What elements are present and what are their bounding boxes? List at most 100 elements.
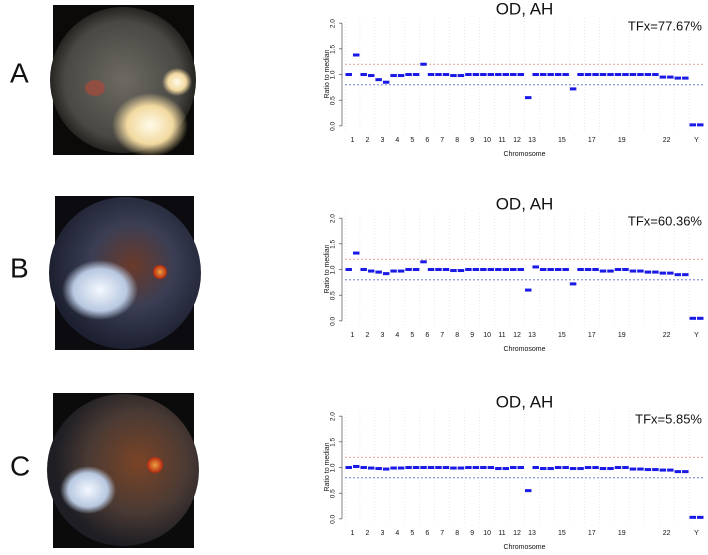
segment [435, 466, 442, 470]
y-tick-label: 2.0 [330, 412, 337, 421]
segment [480, 73, 487, 77]
x-tick-label: 12 [513, 530, 521, 537]
x-tick-label: Y [694, 530, 699, 537]
y-tick-label: 0.0 [330, 515, 337, 524]
y-tick-label: 2.0 [330, 19, 337, 28]
segment [390, 466, 397, 470]
x-tick-label: 4 [395, 332, 399, 339]
x-tick-label: 9 [470, 332, 474, 339]
segment [390, 74, 397, 78]
segment [405, 268, 412, 272]
x-tick-label: 8 [455, 137, 459, 144]
segment [352, 464, 360, 468]
y-tick-label: 1.5 [330, 44, 337, 53]
segment [480, 268, 487, 272]
segment [682, 273, 689, 277]
x-axis-label: Chromosome [503, 151, 545, 158]
y-tick-label: 1.0 [330, 463, 337, 472]
segment [397, 269, 405, 273]
x-tick-label: Y [694, 137, 699, 144]
segment [629, 73, 637, 77]
x-tick-label: 2 [365, 332, 369, 339]
segment [682, 470, 689, 474]
x-tick-label: 19 [618, 332, 626, 339]
x-tick-label: 22 [663, 137, 671, 144]
x-tick-label: 4 [395, 530, 399, 537]
segment [502, 73, 510, 77]
segment [375, 78, 382, 82]
segment [674, 76, 682, 80]
segment [420, 260, 427, 264]
segment [532, 265, 539, 269]
segment [562, 466, 569, 470]
segment [629, 467, 637, 471]
x-tick-label: 8 [455, 332, 459, 339]
y-tick-label: 0.5 [330, 489, 337, 498]
segment [644, 73, 652, 77]
segment [697, 316, 704, 320]
x-tick-label: 22 [663, 530, 671, 537]
y-tick-label: 0.0 [330, 317, 337, 326]
fundus-photo [49, 196, 201, 350]
segment [427, 73, 435, 77]
panel-label: A [10, 57, 29, 88]
segment [607, 73, 614, 77]
segment [442, 466, 450, 470]
segment [525, 489, 532, 493]
y-axis-label: Ratio to median [324, 244, 331, 293]
segment [442, 268, 450, 272]
segment [457, 74, 465, 78]
segment [629, 269, 637, 273]
segment [599, 467, 607, 471]
x-tick-label: 11 [498, 137, 505, 144]
x-tick-label: 7 [440, 137, 444, 144]
segment [420, 62, 427, 66]
segment [584, 73, 592, 77]
x-tick-label: 17 [588, 530, 596, 537]
segment [412, 268, 420, 272]
segment [577, 73, 584, 77]
x-tick-label: 17 [588, 332, 596, 339]
annotation: TFx=5.85% [635, 411, 702, 426]
segment [390, 269, 397, 273]
x-tick-label: 15 [558, 530, 566, 537]
segment [435, 73, 442, 77]
y-tick-label: 1.5 [330, 239, 337, 248]
segment [622, 466, 629, 470]
segment [584, 466, 592, 470]
segment [525, 288, 532, 292]
segment [659, 271, 667, 275]
x-tick-label: 10 [483, 137, 491, 144]
segment [667, 75, 674, 79]
segment [382, 80, 390, 84]
x-tick-label: 22 [663, 332, 671, 339]
x-tick-label: 11 [498, 332, 505, 339]
segment [577, 467, 584, 471]
segment [532, 73, 539, 77]
segment [539, 268, 547, 272]
segment [592, 73, 599, 77]
segment [382, 467, 390, 471]
segment [547, 467, 554, 471]
y-tick-label: 1.0 [330, 265, 337, 274]
segment [547, 73, 554, 77]
x-tick-label: 15 [558, 332, 566, 339]
segment [367, 269, 375, 273]
chart-title: OD, AH [496, 194, 554, 213]
segment [637, 73, 644, 77]
x-tick-label: 9 [470, 137, 474, 144]
segment [420, 466, 427, 470]
segment [405, 73, 412, 77]
segment [659, 75, 667, 79]
fundus-photo [47, 393, 199, 548]
segment [547, 268, 554, 272]
segment [375, 467, 382, 471]
y-tick-label: 0.0 [330, 122, 337, 131]
x-tick-label: 6 [425, 332, 429, 339]
segment [689, 316, 697, 320]
segment [637, 467, 644, 471]
x-tick-label: 15 [558, 137, 566, 144]
segment [495, 73, 502, 77]
x-tick-label: 13 [528, 530, 536, 537]
segment [472, 73, 480, 77]
